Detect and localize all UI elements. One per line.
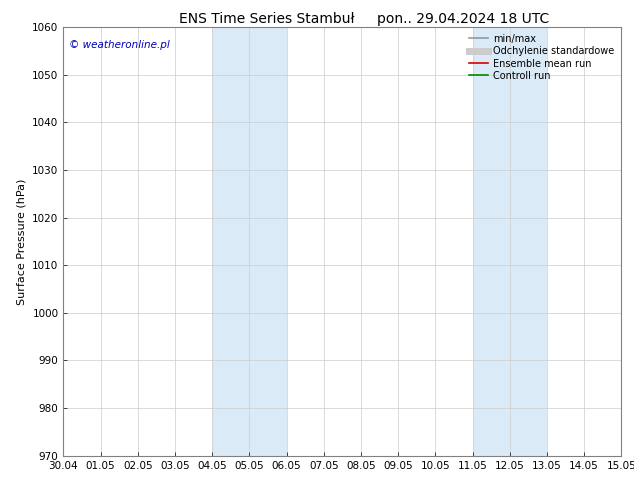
Bar [472,27,547,456]
Y-axis label: Surface Pressure (hPa): Surface Pressure (hPa) [16,178,27,304]
Text: © weatheronline.pl: © weatheronline.pl [69,40,170,50]
Legend: min/max, Odchylenie standardowe, Ensemble mean run, Controll run: min/max, Odchylenie standardowe, Ensembl… [467,32,616,83]
Text: ENS Time Series Stambuł: ENS Time Series Stambuł [179,12,354,26]
Bar [212,27,287,456]
Text: pon.. 29.04.2024 18 UTC: pon.. 29.04.2024 18 UTC [377,12,549,26]
